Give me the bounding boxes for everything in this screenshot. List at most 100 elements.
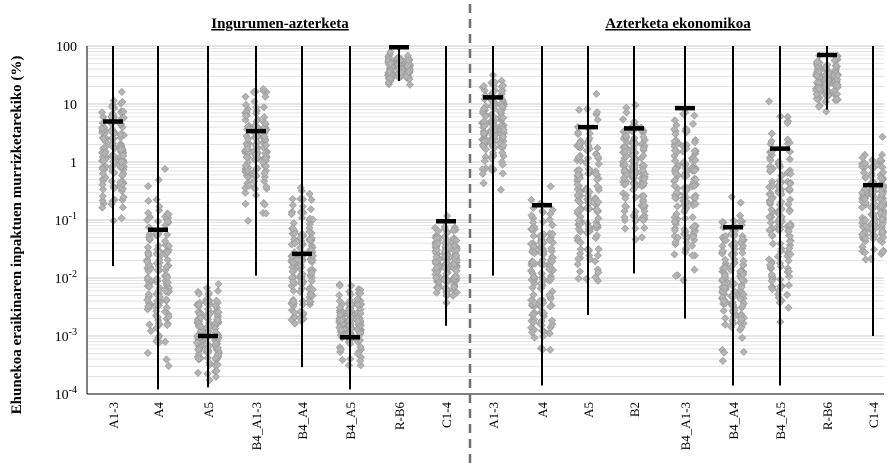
data-point [812, 57, 821, 66]
data-point [546, 302, 555, 311]
data-point [737, 315, 746, 324]
data-point [858, 203, 867, 212]
data-point [498, 148, 507, 157]
data-point [621, 179, 630, 188]
data-point [443, 211, 452, 221]
x-category-label: A4 [151, 402, 166, 418]
x-category-label: B4_A1-3 [249, 402, 264, 450]
data-point [307, 195, 316, 204]
data-point [594, 245, 603, 254]
data-point [860, 248, 869, 257]
y-tick-labels: 100 10 1 10-1 10-2 10-3 10-4 [55, 40, 77, 403]
data-point [194, 289, 204, 298]
data-point [241, 100, 250, 109]
x-category-label: R-B6 [820, 402, 835, 431]
data-point [639, 151, 648, 160]
data-point [194, 301, 203, 310]
data-point [261, 92, 270, 101]
data-point [260, 132, 269, 141]
data-point [631, 101, 640, 110]
data-point [116, 130, 125, 139]
data-point [498, 169, 507, 178]
data-point [193, 368, 203, 377]
data-point [689, 232, 698, 241]
data-point [144, 249, 153, 258]
data-point [721, 320, 730, 329]
data-point [621, 224, 630, 233]
data-point [573, 180, 582, 189]
data-point [99, 169, 108, 178]
data-point [767, 195, 776, 204]
data-point [765, 225, 774, 235]
data-point [738, 275, 747, 284]
data-point [691, 175, 700, 184]
data-point [821, 63, 830, 72]
x-category-label: B2 [627, 402, 642, 417]
data-point [876, 155, 885, 164]
data-point [214, 308, 223, 317]
data-point [832, 62, 841, 71]
data-point [307, 268, 316, 277]
data-point [306, 235, 315, 244]
data-point [144, 209, 153, 218]
data-point [814, 102, 823, 111]
data-point [100, 149, 109, 158]
data-point [691, 199, 700, 208]
data-point [739, 270, 748, 279]
data-point [244, 134, 253, 144]
data-point [288, 267, 297, 276]
data-point [573, 207, 582, 216]
data-point [876, 174, 885, 183]
data-point [785, 155, 794, 164]
data-point [833, 80, 842, 89]
data-point [243, 166, 252, 175]
data-point [529, 272, 538, 281]
data-point [690, 147, 699, 156]
data-point [335, 303, 344, 312]
data-point [767, 129, 776, 138]
data-point [496, 185, 505, 194]
data-point [547, 244, 556, 253]
data-point [670, 250, 679, 259]
data-point [527, 328, 536, 337]
data-point [386, 59, 395, 68]
data-point [145, 320, 154, 329]
data-point [593, 182, 602, 191]
data-point [785, 185, 794, 194]
data-point [670, 226, 679, 235]
data-point [812, 90, 821, 99]
data-point [690, 181, 699, 190]
data-point [117, 162, 126, 171]
data-point [879, 233, 887, 242]
x-category-label: C1-4 [439, 402, 454, 429]
data-point [878, 215, 887, 224]
data-point [98, 124, 107, 133]
data-point [621, 201, 630, 210]
data-point [479, 129, 488, 138]
data-point [433, 239, 442, 248]
data-point [529, 242, 538, 251]
data-point [353, 349, 362, 358]
data-point [527, 211, 536, 220]
data-point [480, 156, 489, 165]
data-point [356, 289, 365, 298]
data-point [449, 291, 458, 300]
data-point [860, 194, 869, 203]
data-point [356, 356, 365, 365]
data-point [545, 290, 554, 299]
data-point [192, 338, 202, 347]
data-point [450, 283, 459, 292]
data-point [289, 277, 298, 286]
data-point [784, 267, 794, 276]
data-point [118, 203, 127, 212]
data-point [498, 132, 507, 141]
data-point [289, 286, 298, 295]
data-point [144, 302, 153, 311]
data-point [196, 322, 205, 331]
data-point [479, 179, 488, 188]
data-point [690, 138, 699, 147]
data-point [670, 217, 679, 226]
data-point [736, 294, 745, 303]
data-point [530, 298, 539, 307]
data-point [545, 236, 554, 245]
